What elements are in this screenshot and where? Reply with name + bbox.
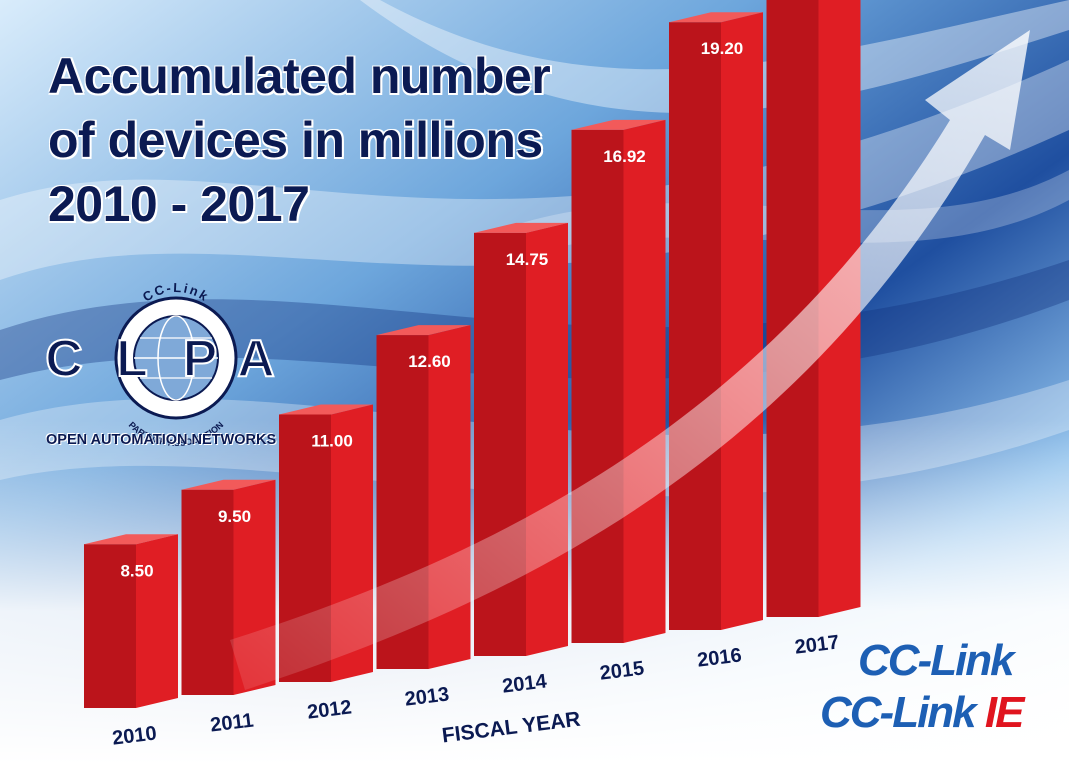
bar-2016 (669, 12, 763, 630)
category-label: 2010 (111, 722, 158, 749)
value-label: 16.92 (603, 147, 646, 166)
bar-top (84, 534, 178, 545)
value-label: 9.50 (218, 507, 251, 526)
bar-front (721, 12, 763, 630)
bar-2017 (766, 0, 861, 617)
category-label: 2015 (599, 657, 646, 684)
cc-link-ie-suffix: IE (984, 688, 1025, 737)
bar-top (181, 479, 276, 490)
value-label: 14.75 (506, 250, 549, 269)
bar-face (766, 0, 819, 617)
logo-letter: L (116, 330, 148, 388)
bar-front (136, 534, 178, 708)
category-label: 2016 (696, 644, 743, 671)
bar-front (623, 119, 666, 643)
title-line: Accumulated number (48, 48, 551, 104)
bar-face (571, 129, 624, 643)
cc-link-logo: CC-Link (858, 636, 1015, 685)
bar-front (526, 222, 568, 656)
logo-subtitle: OPEN AUTOMATION NETWORKS (46, 432, 277, 448)
category-label: 2014 (501, 670, 549, 697)
bar-labels: 8.50 2010 9.50 2011 11.00 2012 12.60 2013 14.75 2… (111, 39, 841, 749)
cc-link-ie-prefix: CC-Link (820, 688, 985, 737)
bar-2010 (84, 534, 178, 708)
category-label: 2017 (794, 631, 841, 658)
bar-face (669, 22, 721, 630)
bar-top (474, 222, 568, 233)
bar-top (571, 119, 666, 130)
bar-top (376, 325, 471, 336)
value-label: 8.50 (120, 561, 153, 580)
category-label: 2013 (404, 683, 451, 710)
title-line: 2010 - 2017 (48, 176, 310, 232)
value-label: 19.20 (701, 39, 744, 58)
logo-letter: P (183, 330, 218, 388)
category-label: 2012 (306, 696, 353, 723)
bar-top (669, 12, 763, 23)
title-line: of devices in millions (48, 112, 543, 168)
category-label: 2011 (209, 709, 255, 736)
bar-face (181, 489, 234, 695)
logo-letter: A (237, 330, 275, 388)
chart-title: Accumulated number of devices in million… (48, 44, 551, 236)
clpa-logo: CC-Link PARTNER ASSOCIATION C L P A (44, 280, 276, 448)
growth-arrow-icon (230, 30, 1030, 690)
bar-2015 (571, 119, 666, 643)
cc-link-ie-logo: CC-Link IE (820, 688, 1025, 738)
bars (84, 0, 861, 708)
x-axis-label: FISCAL YEAR (441, 708, 582, 748)
logo-letter: C (45, 330, 83, 388)
bar-top (279, 404, 373, 415)
value-label: 11.00 (311, 432, 353, 451)
value-label: 12.60 (408, 352, 451, 371)
bar-face (84, 544, 136, 708)
